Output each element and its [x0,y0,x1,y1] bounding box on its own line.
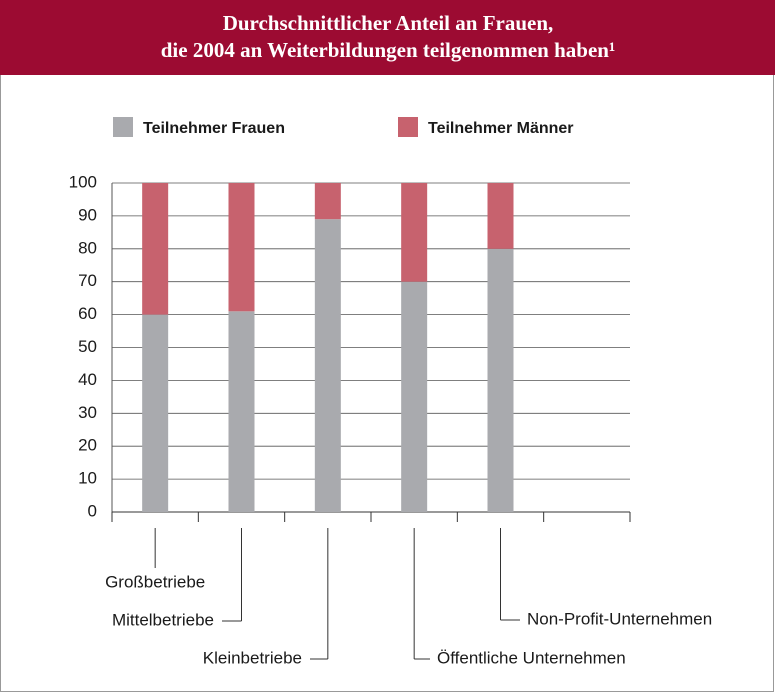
legend-label: Teilnehmer Frauen [143,120,285,137]
y-tick-label: 10 [78,469,97,488]
bar-segment [401,183,428,282]
y-tick-label: 40 [78,370,97,389]
category-label: Mittelbetriebe [112,610,214,629]
y-tick-label: 0 [88,501,97,520]
y-tick-label: 90 [78,205,97,224]
category-label: Kleinbetriebe [203,648,302,667]
bar-segment [228,183,255,312]
bar-segment [142,314,169,512]
bar-segment [401,281,428,512]
legend-label: Teilnehmer Männer [428,120,574,137]
bar-segment [228,311,255,512]
chart-title: die 2004 an Weiterbildungen teilgenommen… [161,38,616,62]
y-tick-label: 100 [69,172,97,191]
bar-segment [487,248,514,513]
category-label: Öffentliche Unternehmen [437,648,626,667]
legend-swatch [113,117,133,137]
y-tick-label: 20 [78,436,97,455]
y-tick-label: 50 [78,337,97,356]
category-label: Non-Profit-Unternehmen [527,609,712,628]
chart-title: Durchschnittlicher Anteil an Frauen, [223,11,554,35]
bar-segment [487,183,514,249]
title-band [0,0,775,75]
y-tick-label: 60 [78,304,97,323]
y-tick-label: 70 [78,271,97,290]
y-tick-label: 80 [78,238,97,257]
bar-segment [142,183,169,315]
legend-swatch [398,117,418,137]
bar-segment [314,219,341,512]
category-label: Großbetriebe [105,572,205,591]
y-tick-label: 30 [78,403,97,422]
bar-segment [314,183,341,220]
